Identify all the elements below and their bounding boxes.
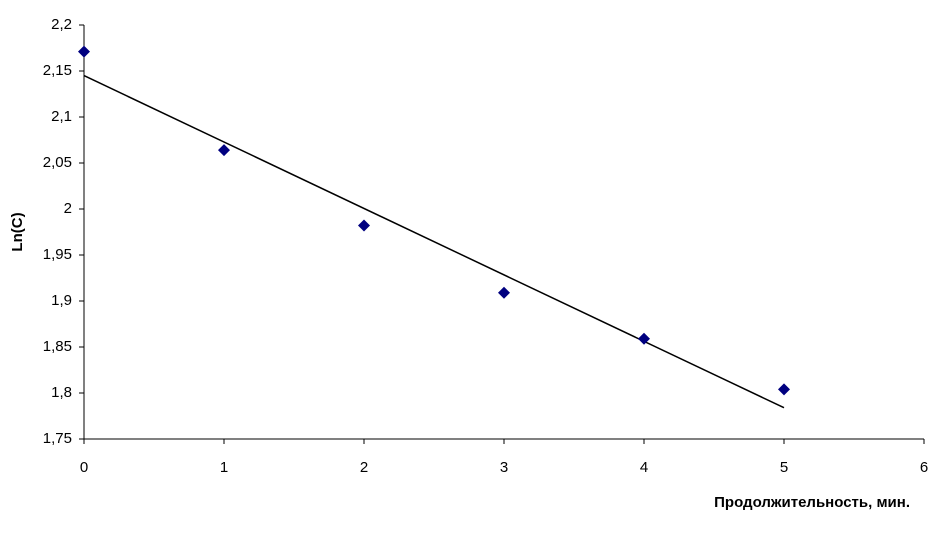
data-point <box>78 45 90 58</box>
y-tick-label: 1,75 <box>43 430 72 447</box>
x-tick-label: 2 <box>360 459 368 476</box>
x-axis-label: Продолжительность, мин. <box>714 494 910 511</box>
y-tick-label: 1,85 <box>43 338 72 355</box>
data-point <box>638 332 650 345</box>
x-tick-label: 3 <box>500 459 508 476</box>
y-tick-label: 2 <box>64 200 72 217</box>
y-tick-label: 2,2 <box>51 16 72 33</box>
x-tick-label: 6 <box>920 459 928 476</box>
data-point <box>218 144 230 157</box>
y-tick-label: 1,8 <box>51 384 72 401</box>
y-tick-label: 1,95 <box>43 246 72 263</box>
x-tick-label: 1 <box>220 459 228 476</box>
data-point <box>358 219 370 232</box>
x-tick-label: 5 <box>780 459 788 476</box>
y-tick-label: 2,1 <box>51 108 72 125</box>
x-tick-label: 4 <box>640 459 648 476</box>
trend-line <box>83 74 785 409</box>
data-point <box>498 286 510 299</box>
y-tick-label: 1,9 <box>51 292 72 309</box>
y-tick-label: 2,05 <box>43 154 72 171</box>
data-point <box>778 383 790 396</box>
x-tick-label: 0 <box>80 459 88 476</box>
y-axis-label: Ln(C) <box>9 212 26 251</box>
y-tick-label: 2,15 <box>43 62 72 79</box>
